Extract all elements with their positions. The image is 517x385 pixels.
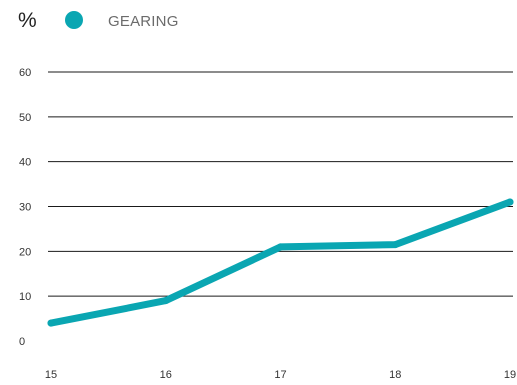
y-tick-label: 20: [19, 246, 31, 258]
legend-marker-gearing: [65, 11, 83, 29]
x-tick-label: 15: [45, 369, 57, 381]
y-unit-label: %: [18, 9, 37, 32]
y-tick-label: 40: [19, 157, 31, 169]
y-tick-label: 60: [19, 67, 31, 79]
x-axis: 15 16 17 18 19: [45, 369, 516, 381]
x-tick-label: 18: [389, 369, 401, 381]
x-tick-label: 17: [274, 369, 286, 381]
data-point: [506, 198, 514, 206]
y-tick-label: 0: [19, 336, 25, 348]
plot-series: [47, 198, 514, 327]
y-tick-label: 10: [19, 291, 31, 303]
legend: GEARING: [65, 11, 179, 30]
series-line-gearing: [47, 198, 514, 327]
y-tick-label: 50: [19, 112, 31, 124]
data-point: [162, 297, 170, 305]
legend-label-gearing: GEARING: [108, 13, 179, 30]
data-point: [391, 241, 399, 249]
y-tick-label: 30: [19, 202, 31, 214]
data-point: [277, 243, 284, 251]
data-point: [47, 319, 55, 327]
x-tick-label: 19: [504, 369, 516, 381]
x-tick-label: 16: [160, 369, 172, 381]
y-axis: 0 10 20 30 40 50 60: [19, 67, 513, 348]
